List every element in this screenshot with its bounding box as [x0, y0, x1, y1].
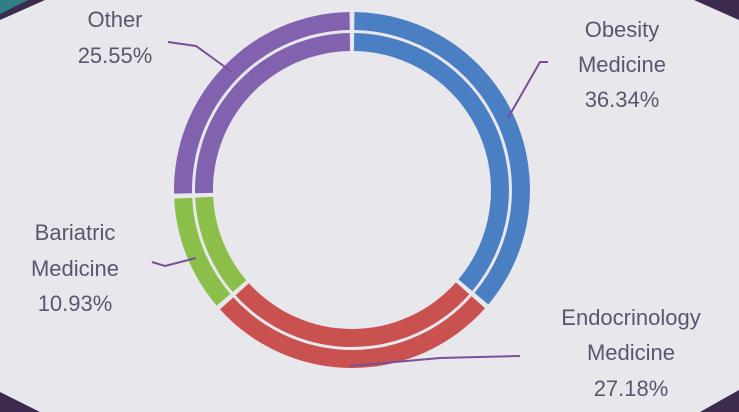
corner-accent: [0, 0, 28, 14]
slice-label-line: Medicine: [587, 340, 675, 365]
leader-line-2: [151, 257, 197, 268]
label-bariatric: Bariatric Medicine 10.93%: [31, 220, 119, 316]
leader-lines: [151, 41, 548, 367]
label-other: Other 25.55%: [78, 7, 153, 68]
slice-label-line: Bariatric: [35, 220, 116, 245]
label-obesity: Obesity Medicine 36.34%: [578, 17, 666, 112]
donut-rings: [173, 12, 530, 368]
slice-percent: 10.93%: [38, 291, 113, 316]
slice-1-outer-ring: [219, 296, 486, 368]
slice-1-inner-ring: [235, 282, 470, 347]
slice-2-inner-ring: [195, 196, 247, 293]
slice-label-line: Endocrinology: [561, 305, 700, 330]
slice-2-outer-ring: [174, 197, 231, 306]
leader-line-1: [349, 355, 521, 367]
slice-label-line: Obesity: [585, 17, 660, 42]
slice-3-outer-ring: [173, 12, 350, 194]
slice-0-outer-ring: [354, 12, 530, 305]
leader-line-0: [507, 61, 548, 119]
slice-percent: 25.55%: [78, 43, 153, 68]
slice-percent: 27.18%: [594, 376, 669, 401]
slice-label-line: Medicine: [578, 52, 666, 77]
leader-line-3: [167, 41, 233, 73]
label-endocrinology: Endocrinology Medicine 27.18%: [561, 305, 700, 401]
slice-label-line: Other: [87, 7, 142, 32]
slice-3-inner-ring: [195, 33, 351, 194]
slice-percent: 36.34%: [585, 87, 660, 112]
slice-label-line: Medicine: [31, 256, 119, 281]
slice-0-inner-ring: [353, 33, 509, 291]
